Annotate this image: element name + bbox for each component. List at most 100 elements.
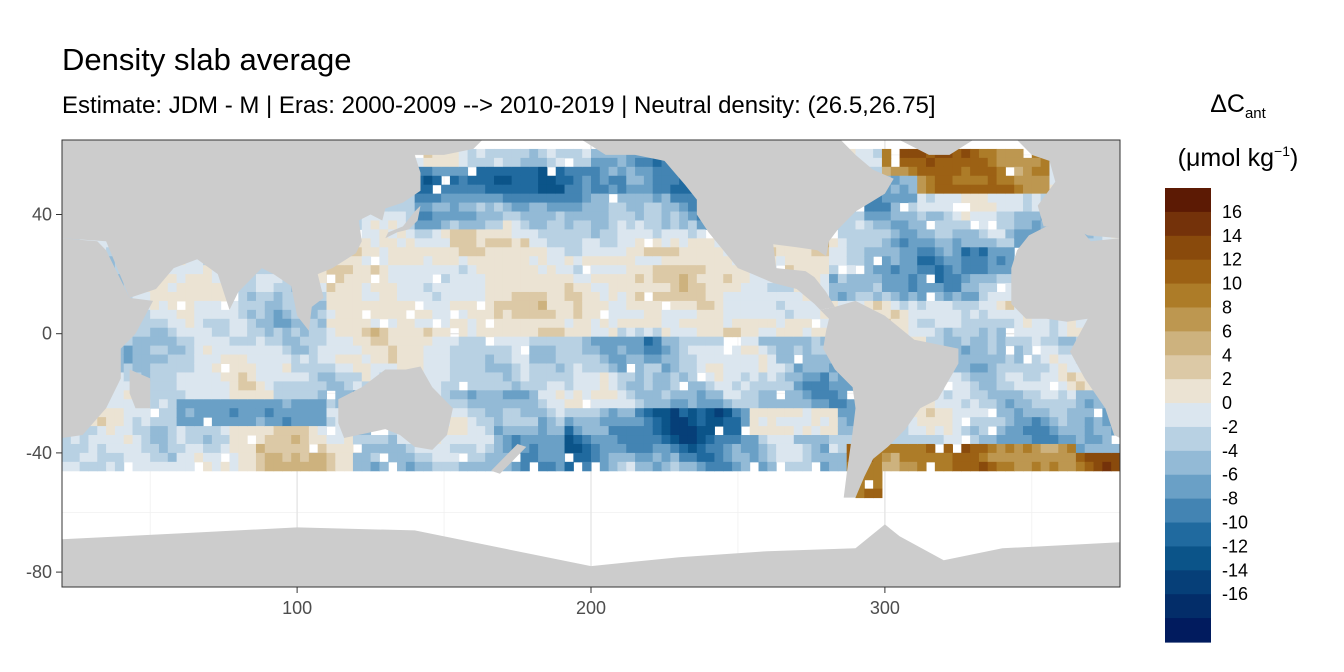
heatmap-cell: [185, 274, 195, 284]
heatmap-cell: [582, 381, 592, 391]
heatmap-cell: [864, 157, 874, 168]
heatmap-cell: [220, 435, 231, 445]
heatmap-cell: [282, 381, 292, 391]
heatmap-cell: [996, 417, 1006, 427]
heatmap-cell: [732, 381, 742, 391]
heatmap-cell: [150, 399, 160, 409]
heatmap-cell: [344, 443, 354, 454]
heatmap-cell: [679, 238, 689, 248]
heatmap-cell: [458, 211, 469, 221]
heatmap-cell: [837, 443, 848, 454]
heatmap-cell: [1093, 399, 1103, 409]
heatmap-cell: [70, 443, 81, 454]
heatmap-cell: [996, 175, 1006, 186]
heatmap-cell: [388, 211, 398, 221]
heatmap-cell: [264, 300, 275, 311]
heatmap-cell: [811, 354, 821, 364]
heatmap-cell: [784, 256, 795, 266]
heatmap-cell: [802, 461, 812, 472]
heatmap-cell: [617, 363, 627, 373]
heatmap-cell: [247, 309, 257, 320]
heatmap-cell: [132, 461, 142, 472]
heatmap-cell: [441, 354, 451, 364]
heatmap-cell: [767, 399, 777, 409]
heatmap-cell: [687, 291, 698, 302]
legend-label: 6: [1222, 321, 1232, 341]
heatmap-cell: [846, 381, 856, 391]
heatmap-cell: [405, 283, 416, 293]
heatmap-cell: [441, 157, 451, 168]
heatmap-cell: [784, 408, 795, 418]
heatmap-cell: [255, 417, 266, 427]
heatmap-cell: [520, 435, 530, 445]
heatmap-cell: [582, 390, 592, 400]
heatmap-cell: [502, 461, 513, 472]
heatmap-cell: [943, 318, 953, 329]
heatmap-cell: [1040, 157, 1050, 168]
heatmap-cell: [1014, 426, 1024, 436]
heatmap-cell: [449, 461, 460, 472]
heatmap-cell: [661, 175, 671, 186]
heatmap-cell: [890, 291, 901, 302]
heatmap-cell: [784, 300, 795, 311]
heatmap-cell: [855, 283, 865, 293]
heatmap-cell: [714, 399, 724, 409]
heatmap-cell: [361, 247, 372, 257]
heatmap-cell: [758, 417, 768, 427]
heatmap-cell: [564, 390, 574, 400]
heatmap-cell: [740, 443, 751, 454]
heatmap-cell: [1075, 408, 1086, 418]
heatmap-cell: [1031, 220, 1042, 230]
heatmap-cell: [890, 211, 901, 221]
heatmap-cell: [379, 283, 389, 293]
heatmap-cell: [1049, 461, 1059, 472]
heatmap-cell: [970, 238, 980, 248]
heatmap-cell: [511, 345, 521, 356]
heatmap-cell: [1014, 148, 1024, 159]
heatmap-cell: [626, 202, 636, 213]
heatmap-cell: [449, 229, 460, 239]
heatmap-cell: [141, 461, 151, 472]
heatmap-cell: [449, 345, 460, 356]
heatmap-cell: [740, 381, 751, 391]
heatmap-cell: [899, 452, 909, 463]
heatmap-cell: [626, 327, 636, 338]
heatmap-cell: [555, 291, 566, 302]
heatmap-cell: [476, 211, 486, 221]
heatmap-cell: [211, 354, 222, 364]
heatmap-cell: [670, 363, 680, 373]
heatmap-cell: [599, 390, 610, 400]
heatmap-cell: [1040, 452, 1050, 463]
heatmap-cell: [626, 435, 636, 445]
heatmap-cell: [987, 354, 998, 364]
heatmap-cell: [564, 256, 574, 266]
heatmap-cell: [978, 452, 989, 463]
heatmap-cell: [696, 426, 707, 436]
heatmap-cell: [1014, 381, 1024, 391]
heatmap-cell: [520, 327, 530, 338]
heatmap-cell: [1005, 148, 1015, 159]
heatmap-cell: [758, 345, 768, 356]
heatmap-cell: [908, 175, 918, 186]
heatmap-cell: [150, 300, 160, 311]
heatmap-cell: [793, 408, 804, 418]
heatmap-cell: [591, 247, 601, 257]
heatmap-cell: [476, 381, 486, 391]
heatmap-cell: [520, 148, 530, 159]
heatmap-cell: [961, 175, 971, 186]
heatmap-cell: [802, 381, 812, 391]
heatmap-cell: [943, 157, 953, 168]
heatmap-cell: [494, 452, 504, 463]
heatmap-cell: [1049, 390, 1059, 400]
heatmap-cell: [405, 202, 416, 213]
heatmap-cell: [326, 435, 336, 445]
heatmap-cell: [608, 291, 618, 302]
heatmap-cell: [714, 461, 724, 472]
heatmap-cell: [203, 336, 213, 347]
heatmap-cell: [987, 399, 998, 409]
heatmap-cell: [132, 336, 142, 347]
heatmap-cell: [220, 354, 231, 364]
heatmap-cell: [635, 435, 645, 445]
heatmap-cell: [1067, 354, 1077, 364]
heatmap-cell: [414, 211, 424, 221]
